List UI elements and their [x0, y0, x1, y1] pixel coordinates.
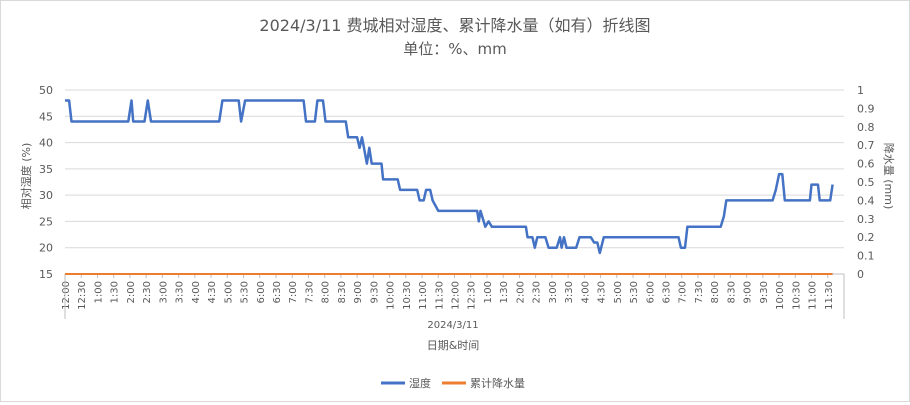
x-tick-label: 2:00	[126, 281, 137, 303]
x-tick-label: 2:30	[532, 281, 543, 303]
x-tick-label: 11:30	[824, 281, 835, 310]
y2-tick-label: 0.6	[857, 158, 875, 171]
x-tick-label: 11:00	[418, 281, 429, 310]
x-axis-label: 日期&时间	[427, 339, 480, 352]
chart-title: 2024/3/11 费城相对湿度、累计降水量（如有）折线图	[259, 16, 650, 35]
x-tick-label: 4:30	[207, 281, 218, 303]
x-tick-label: 6:00	[256, 281, 267, 303]
x-tick-label: 3:30	[564, 281, 575, 303]
y2-tick-label: 0.4	[857, 194, 875, 207]
legend-label-precipitation: 累计降水量	[470, 376, 525, 390]
x-tick-label: 4:00	[580, 281, 591, 303]
legend: 湿度 累计降水量	[381, 376, 525, 390]
x-tick-label: 1:00	[483, 281, 494, 303]
x-tick-label: 10:00	[386, 281, 397, 310]
y2-tick-label: 0.2	[857, 231, 875, 244]
x-tick-label: 8:30	[726, 281, 737, 303]
x-tick-label: 12:00	[61, 281, 72, 310]
y2-tick-label: 0.1	[857, 250, 875, 263]
x-tick-label: 11:00	[808, 281, 819, 310]
x-tick-label: 12:30	[467, 281, 478, 310]
y-axis-right: 0 0.1 0.2 0.3 0.4 0.5 0.6 0.7 0.8 0.9 1	[857, 84, 875, 281]
x-tick-label: 9:30	[369, 281, 380, 303]
x-tick-label: 3:30	[175, 281, 186, 303]
x-tick-label: 12:00	[451, 281, 462, 310]
y-axis-left: 15 20 25 30 35 40 45 50	[39, 84, 53, 281]
x-axis: 12:00 12:30 1:00 1:30 2:00 2:30 3:00 3:30 4:00 4:…	[61, 273, 845, 319]
y2-tick-label: 0.3	[857, 213, 875, 226]
gridlines	[65, 89, 844, 275]
x-tick-label: 7:00	[288, 281, 299, 303]
series-lines	[65, 99, 834, 275]
x-tick-label: 7:30	[694, 281, 705, 303]
chart-subtitle: 单位：%、mm	[403, 40, 506, 58]
x-tick-label: 8:00	[710, 281, 721, 303]
y-axis-label: 相对湿度 (%)	[19, 143, 33, 210]
y-tick-label: 40	[39, 137, 53, 150]
x-tick-label: 10:00	[775, 281, 786, 310]
legend-label-humidity: 湿度	[409, 376, 431, 390]
x-group-label: 2024/3/11	[427, 320, 478, 331]
x-tick-label: 2:30	[142, 281, 153, 303]
y2-tick-label: 1	[857, 84, 864, 97]
y2-tick-label: 0.9	[857, 102, 875, 115]
x-tick-label: 4:30	[597, 281, 608, 303]
x-tick-label: 1:00	[93, 281, 104, 303]
x-tick-label: 2:00	[515, 281, 526, 303]
x-tick-label: 9:00	[353, 281, 364, 303]
y2-axis-label: 降水量 (mm)	[882, 143, 896, 210]
y-tick-label: 15	[39, 268, 53, 281]
x-tick-label: 5:00	[223, 281, 234, 303]
x-tick-label: 1:30	[110, 281, 121, 303]
x-tick-label: 5:30	[240, 281, 251, 303]
y-tick-label: 50	[39, 84, 53, 97]
x-tick-label: 1:30	[499, 281, 510, 303]
y-tick-label: 30	[39, 189, 53, 202]
x-tick-label: 4:00	[191, 281, 202, 303]
y-tick-label: 25	[39, 215, 53, 228]
series-line-humidity	[65, 99, 834, 255]
x-tick-label: 12:30	[77, 281, 88, 310]
y-tick-label: 45	[39, 110, 53, 123]
x-tick-label: 7:30	[304, 281, 315, 303]
x-tick-label: 7:00	[678, 281, 689, 303]
x-tick-label: 8:00	[321, 281, 332, 303]
x-tick-label: 6:30	[272, 281, 283, 303]
x-tick-label: 10:30	[402, 281, 413, 310]
x-tick-label: 9:30	[759, 281, 770, 303]
y-tick-label: 20	[39, 242, 53, 255]
x-tick-label: 5:00	[613, 281, 624, 303]
y2-tick-label: 0.8	[857, 121, 875, 134]
x-tick-label: 8:30	[337, 281, 348, 303]
x-tick-label: 10:30	[791, 281, 802, 310]
x-tick-label: 5:30	[629, 281, 640, 303]
y-tick-label: 35	[39, 163, 53, 176]
x-tick-label: 9:00	[743, 281, 754, 303]
x-tick-label: 3:00	[548, 281, 559, 303]
y2-tick-label: 0	[857, 268, 864, 281]
x-tick-label: 6:30	[661, 281, 672, 303]
x-tick-label: 3:00	[158, 281, 169, 303]
x-tick-label: 11:30	[434, 281, 445, 310]
x-tick-label: 6:00	[645, 281, 656, 303]
y2-tick-label: 0.7	[857, 139, 875, 152]
y2-tick-label: 0.5	[857, 176, 875, 189]
